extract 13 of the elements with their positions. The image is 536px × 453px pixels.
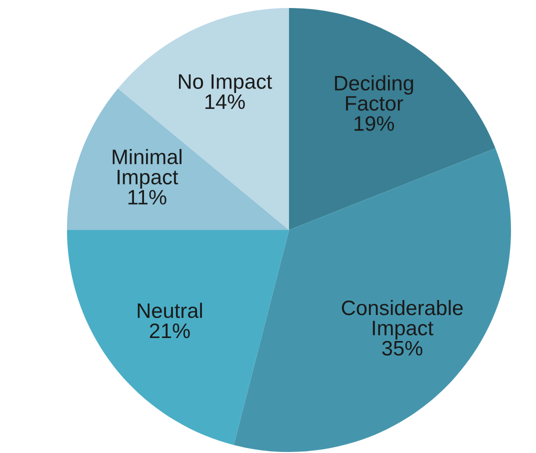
slice-label: Neutral (138, 302, 202, 318)
data-label: 19% (354, 116, 394, 131)
data-label: 14% (205, 94, 245, 110)
data-label: 35% (382, 340, 422, 356)
pie-slice (234, 148, 511, 452)
pie-slice (289, 8, 496, 230)
pie-slice (67, 230, 289, 446)
slice-label: No Impact (178, 74, 272, 94)
data-label: 11% (128, 190, 166, 205)
slice-label: Considerable Impact (342, 300, 463, 340)
data-label: 21% (150, 323, 190, 338)
slice-label: Minimal Impact (112, 148, 182, 189)
slice-label: Deciding Factor (335, 75, 414, 111)
